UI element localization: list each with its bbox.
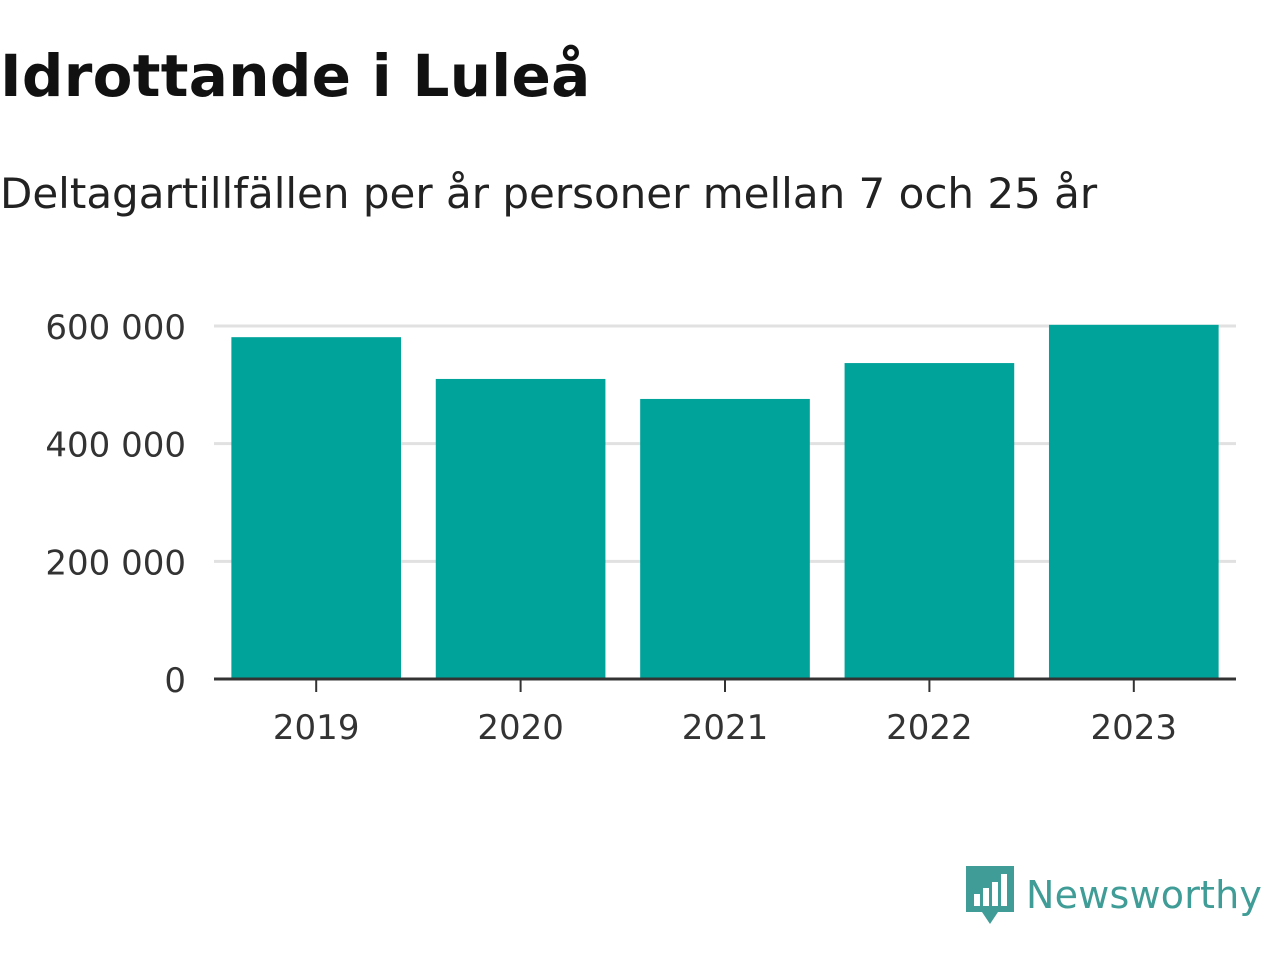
brand-name: Newsworthy — [1026, 873, 1263, 917]
chart-subtitle: Deltagartillfällen per år personer mella… — [0, 169, 1098, 218]
x-tick-label: 2021 — [682, 708, 769, 748]
bar — [844, 363, 1015, 679]
bar — [435, 378, 606, 679]
y-tick-label: 600 000 — [45, 308, 186, 348]
brand-footer: Newsworthy — [964, 862, 1262, 928]
bar — [1048, 324, 1219, 679]
y-tick-label: 0 — [164, 661, 186, 701]
y-tick-label: 200 000 — [45, 543, 186, 583]
x-tick-label: 2023 — [1091, 708, 1178, 748]
x-tick-label: 2020 — [477, 708, 564, 748]
bar — [231, 337, 402, 679]
x-tick-label: 2022 — [886, 708, 973, 748]
x-tick-label: 2019 — [273, 708, 360, 748]
chart-title: Idrottande i Luleå — [0, 42, 591, 110]
bar — [640, 398, 810, 679]
newsworthy-logo-icon — [966, 866, 1014, 924]
y-tick-label: 400 000 — [45, 426, 186, 466]
